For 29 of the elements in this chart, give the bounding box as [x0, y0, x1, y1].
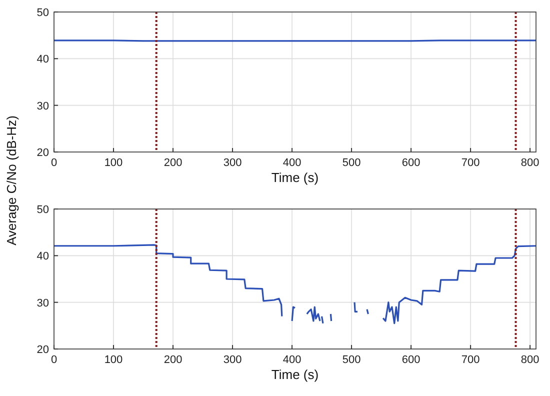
y-tick-label: 50: [36, 7, 49, 19]
y-tick-label: 40: [36, 54, 49, 66]
x-tick-label: 0: [50, 354, 58, 366]
x-tick-label: 800: [520, 354, 540, 366]
x-tick-label: 300: [223, 354, 242, 366]
y-axis-title: Average C/No (dB-Hz): [4, 116, 19, 246]
x-tick-label: 400: [282, 157, 302, 169]
x-tick-label: 600: [402, 157, 420, 169]
x-axis-title: Time (s): [271, 170, 319, 185]
x-tick-label: 0: [50, 157, 58, 169]
y-tick-label: 30: [36, 100, 49, 112]
x-tick-label: 200: [164, 354, 182, 366]
x-axis-title: Time (s): [271, 367, 319, 382]
x-tick-label: 500: [342, 354, 361, 366]
x-tick-label: 200: [164, 157, 182, 169]
x-tick-label: 100: [104, 354, 123, 366]
x-tick-label: 500: [342, 157, 361, 169]
y-tick-label: 20: [36, 147, 49, 159]
y-tick-label: 50: [36, 204, 49, 216]
y-tick-label: 30: [36, 297, 49, 310]
y-tick-label: 40: [36, 250, 49, 263]
x-tick-label: 400: [282, 354, 302, 366]
x-tick-label: 800: [520, 157, 540, 169]
x-tick-label: 600: [402, 354, 420, 366]
x-tick-label: 300: [223, 157, 242, 169]
x-tick-label: 700: [461, 157, 480, 169]
y-tick-label: 20: [36, 344, 49, 356]
x-tick-label: 700: [461, 354, 480, 366]
x-tick-label: 100: [104, 157, 123, 169]
